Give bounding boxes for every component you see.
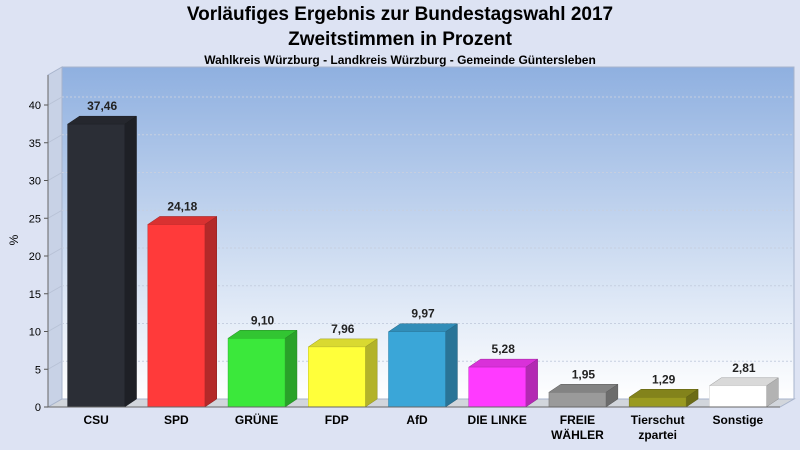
bar-front [388, 331, 446, 408]
bar-side [445, 323, 458, 408]
bar-side [284, 329, 298, 408]
bar: 1,29 [628, 372, 699, 408]
bar-front [468, 366, 526, 408]
bar-front [147, 224, 206, 408]
grid-line-side [47, 323, 63, 332]
x-tick-label: FDP [325, 413, 349, 427]
data-label: 5,28 [492, 342, 516, 356]
y-tick-label: 25 [29, 213, 41, 225]
chart-title: Vorläufiges Ergebnis zur Bundestagswahl … [186, 4, 614, 25]
bar-front [308, 346, 366, 408]
bar: 37,46 [66, 99, 138, 408]
y-tick-label: 10 [29, 327, 41, 339]
y-tick-label: 15 [29, 289, 41, 301]
bar: 5,28 [467, 342, 539, 408]
y-axis: 0 5 10 15 20 25 30 35 40 [29, 75, 49, 414]
bar-front [628, 397, 687, 408]
x-tick-label: GRÜNE [235, 412, 278, 427]
data-label: 7,96 [331, 322, 355, 336]
bar-top [307, 338, 378, 348]
bar: 7,96 [307, 322, 378, 408]
y-tick-label: 0 [35, 402, 41, 414]
x-tick-label: AfD [406, 413, 428, 427]
data-label: 1,95 [572, 367, 596, 381]
grid-line-side [47, 134, 63, 144]
x-tick-label: Tierschut [631, 413, 685, 427]
chart-caption: Wahlkreis Würzburg - Landkreis Würzburg … [204, 53, 596, 67]
bar-top [467, 358, 539, 368]
y-tick-label: 20 [29, 251, 41, 263]
grid-line-side [47, 209, 63, 219]
x-tick-label: DIE LINKE [468, 413, 527, 427]
data-label: 2,81 [732, 361, 756, 375]
bar-front [709, 385, 767, 408]
grid-line-side [47, 360, 63, 370]
grid-line-side [47, 172, 63, 181]
bar-side [365, 338, 378, 408]
bar-front [227, 338, 286, 408]
bar-front [67, 123, 125, 408]
x-tick-label: Sonstige [713, 413, 764, 427]
bar: 9,10 [227, 313, 298, 408]
y-tick-label: 5 [35, 364, 41, 376]
bar-top [227, 330, 298, 339]
bar-side [204, 215, 217, 408]
data-label: 1,29 [652, 372, 676, 386]
grid-line-side [47, 285, 63, 295]
data-label: 37,46 [87, 99, 117, 113]
y-tick-label: 35 [29, 138, 41, 150]
bar: 24,18 [147, 199, 218, 408]
y-tick-label: 40 [29, 100, 41, 112]
x-tick-label: CSU [83, 413, 108, 427]
grid-line-side [47, 96, 63, 106]
data-label: 24,18 [167, 199, 197, 213]
bar: 9,97 [387, 307, 459, 408]
x-tick-label: WÄHLER [551, 427, 604, 442]
bar-top [708, 377, 780, 387]
bar-top [628, 389, 699, 398]
grid-line-side [47, 247, 63, 257]
bar-front [548, 392, 607, 408]
bar: 1,95 [548, 367, 619, 408]
x-tick-label: zpartei [638, 428, 677, 442]
bar-side [124, 115, 137, 408]
chart-subtitle: Zweitstimmen in Prozent [288, 29, 512, 50]
bars: 37,46 24,18 9,10 7,96 9,97 5,28 1,95 1,29 2,81 [66, 99, 780, 408]
y-tick-label: 30 [29, 176, 41, 188]
y-axis-label: % [7, 234, 21, 245]
data-label: 9,97 [411, 307, 435, 321]
bar-side [525, 358, 538, 408]
plot-side-wall [47, 66, 63, 408]
bar-top [147, 216, 218, 225]
bar-top [66, 115, 138, 125]
x-tick-label: SPD [164, 413, 189, 427]
bar-top [548, 384, 619, 393]
data-label: 9,10 [251, 313, 275, 327]
x-tick-label: FREIE [560, 413, 595, 427]
bar-top [387, 323, 459, 332]
